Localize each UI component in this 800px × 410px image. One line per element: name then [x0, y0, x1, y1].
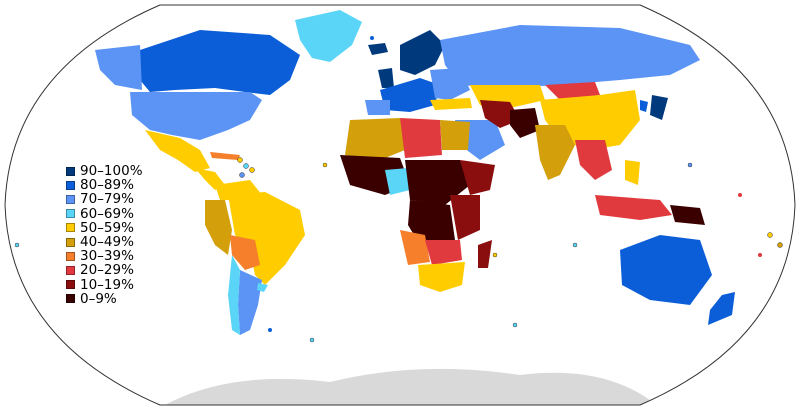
region-nigeria: [385, 168, 410, 195]
region-mongolia: [545, 82, 600, 100]
region-egypt: [440, 120, 470, 150]
region-australia: [620, 235, 712, 305]
region-central-africa: [405, 160, 470, 205]
legend-swatch: [66, 265, 75, 275]
legend-item: 50–59%: [66, 221, 143, 235]
region-antarctica: [160, 368, 650, 405]
legend-label: 70–79%: [80, 191, 134, 208]
legend-label: 10–19%: [80, 276, 134, 293]
legend-swatch: [66, 237, 75, 247]
region-southern-africa: [418, 262, 465, 292]
legend-item: 30–39%: [66, 249, 143, 263]
region-north-africa-central: [400, 118, 442, 158]
legend-item: 10–19%: [66, 278, 143, 292]
island-dot: [239, 172, 245, 178]
region-mexico: [145, 130, 210, 172]
legend-swatch: [66, 194, 75, 204]
island-dot: [777, 242, 783, 248]
island-dot: [738, 193, 742, 197]
island-dot: [309, 337, 315, 343]
region-north-africa-west: [345, 118, 405, 160]
legend-swatch: [66, 251, 75, 261]
legend-label: 80–89%: [80, 177, 134, 194]
region-new-zealand: [708, 292, 735, 325]
region-east-africa: [450, 195, 480, 240]
legend-label: 0–9%: [80, 290, 117, 307]
region-caribbean: [210, 152, 240, 160]
region-peru: [205, 200, 232, 255]
legend-label: 40–49%: [80, 234, 134, 251]
region-indonesia: [595, 195, 672, 220]
legend-swatch: [66, 223, 75, 233]
region-uk: [378, 68, 394, 88]
island-dot: [268, 328, 272, 332]
legend-label: 20–29%: [80, 262, 134, 279]
legend-label: 60–69%: [80, 205, 134, 222]
region-greenland: [295, 10, 362, 62]
legend-label: 90–100%: [80, 163, 143, 180]
island-dot: [687, 162, 693, 168]
region-central-america: [195, 168, 225, 190]
legend-item: 60–69%: [66, 207, 143, 221]
region-usa: [130, 92, 262, 140]
legend-swatch: [66, 280, 75, 290]
legend-swatch: [66, 294, 75, 304]
legend-swatch: [66, 180, 75, 190]
region-uruguay: [257, 283, 268, 292]
island-dot: [492, 252, 498, 258]
legend-item: 20–29%: [66, 263, 143, 277]
region-argentina: [238, 270, 262, 335]
region-india: [535, 125, 575, 180]
island-dot: [758, 253, 762, 257]
region-papua: [670, 205, 705, 225]
island-dot: [14, 242, 20, 248]
region-angola: [400, 230, 430, 265]
region-turkey: [430, 98, 472, 110]
island-dot: [237, 157, 243, 163]
region-iberia: [365, 100, 390, 115]
region-bolivia: [230, 235, 260, 270]
region-brazil: [228, 192, 305, 285]
legend-swatch: [66, 209, 75, 219]
island-dot: [572, 242, 578, 248]
legend-item: 70–79%: [66, 192, 143, 206]
legend-item: 0–9%: [66, 292, 143, 306]
island-dot: [322, 162, 328, 168]
region-madagascar: [478, 240, 492, 268]
region-ethiopia: [460, 160, 495, 195]
region-chile: [228, 255, 240, 335]
island-dot: [512, 322, 518, 328]
island-dot: [370, 36, 374, 40]
region-alaska: [95, 45, 142, 90]
map-land-group: [95, 10, 735, 405]
region-western-europe: [380, 78, 440, 112]
region-philippines: [625, 160, 640, 185]
region-iceland: [368, 43, 388, 55]
legend-item: 90–100%: [66, 164, 143, 178]
region-russia: [440, 25, 700, 88]
legend-label: 30–39%: [80, 248, 134, 265]
region-congo: [408, 200, 455, 245]
region-japan: [650, 95, 668, 120]
legend-label: 50–59%: [80, 219, 134, 236]
legend-item: 40–49%: [66, 235, 143, 249]
region-korea: [640, 100, 648, 112]
region-canada: [140, 30, 300, 95]
legend-item: 80–89%: [66, 178, 143, 192]
legend-swatch: [66, 166, 75, 176]
island-dot: [767, 232, 773, 238]
map-legend: 90–100% 80–89% 70–79% 60–69% 50–59% 40–49% 30–…: [66, 164, 143, 306]
small-islands: [14, 36, 783, 343]
island-dot: [243, 163, 249, 169]
region-southeast-asia: [575, 140, 612, 180]
map-globe-outline: [4, 4, 796, 406]
region-scandinavia: [400, 30, 445, 75]
region-zambia: [425, 240, 462, 265]
region-afghanistan: [510, 108, 540, 138]
island-dot: [249, 167, 255, 173]
